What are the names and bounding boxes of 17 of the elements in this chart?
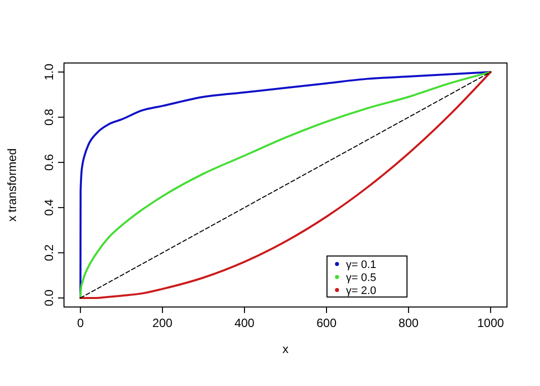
- legend-label: γ= 0.1: [346, 259, 376, 271]
- y-tick-label: 0.6: [42, 154, 56, 171]
- x-tick-label: 200: [152, 316, 173, 330]
- y-tick-label: 1.0: [42, 63, 56, 80]
- legend-label: γ= 2.0: [346, 285, 376, 297]
- x-tick-label: 800: [398, 316, 419, 330]
- y-axis-title: x transformed: [5, 148, 19, 222]
- x-tick-label: 0: [77, 316, 84, 330]
- y-tick-label: 0.2: [42, 244, 56, 262]
- x-tick-label: 1000: [477, 316, 504, 330]
- y-tick-label: 0.0: [42, 289, 56, 306]
- x-axis-title: x: [282, 342, 288, 356]
- x-tick-label: 600: [316, 316, 337, 330]
- legend-label: γ= 0.5: [346, 272, 376, 284]
- y-tick-label: 0.4: [42, 198, 56, 216]
- y-tick-label: 0.8: [42, 108, 56, 126]
- x-tick-label: 400: [234, 316, 255, 330]
